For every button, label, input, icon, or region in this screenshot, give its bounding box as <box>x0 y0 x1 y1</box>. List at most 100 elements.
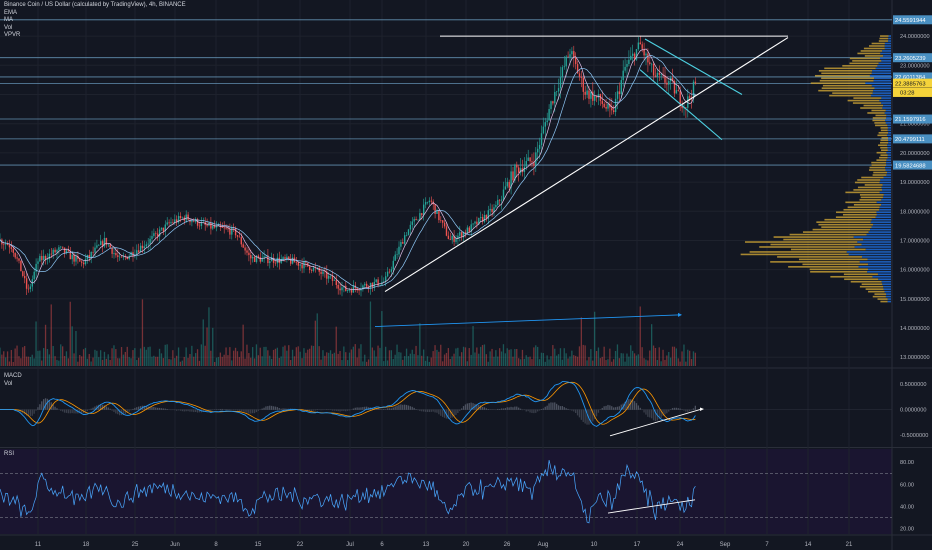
indicator-vpvr[interactable]: VPVR <box>4 32 21 38</box>
volume-bar <box>576 356 579 366</box>
volume-bar <box>567 358 569 366</box>
indicator-ema[interactable]: EMA <box>4 9 18 16</box>
macd-vol-label[interactable]: Vol <box>4 380 13 387</box>
candle-body <box>88 255 90 258</box>
macd-histogram-bar <box>658 409 660 420</box>
candle-body <box>633 53 636 60</box>
volume-profile-bar <box>876 211 891 214</box>
volume-bar <box>217 357 220 366</box>
volume-profile-bar <box>884 290 891 293</box>
indicator-ma[interactable]: MA <box>4 17 13 23</box>
candle-body <box>649 62 651 65</box>
indicator-vol[interactable]: Vol <box>4 24 13 31</box>
macd-histogram-bar <box>348 409 351 411</box>
candle-body <box>453 235 455 242</box>
price-label-box <box>893 87 932 97</box>
volume-bar <box>470 354 472 366</box>
candle-body <box>565 56 567 67</box>
macd-histogram-bar <box>692 408 695 410</box>
y-tick-label: 21.0000000 <box>900 122 930 128</box>
macd-histogram-bar <box>335 409 337 411</box>
volume-profile-bar <box>870 94 891 97</box>
candle-body <box>341 287 343 291</box>
candle-body <box>455 238 457 242</box>
candle-body <box>489 208 491 211</box>
candle-body <box>658 72 660 75</box>
candle-body <box>105 237 108 245</box>
macd-histogram-bar <box>523 409 525 411</box>
volume-bar <box>318 346 320 366</box>
volume-bar <box>341 360 343 366</box>
volume-bar <box>31 354 33 366</box>
macd-histogram-bar <box>423 409 425 412</box>
candle-body <box>274 262 277 264</box>
macd-histogram-bar <box>563 407 565 410</box>
macd-histogram-bar <box>637 405 639 410</box>
volume-profile-bar <box>871 164 887 166</box>
macd-histogram-bar <box>402 404 404 410</box>
candle-body <box>215 225 218 228</box>
volume-bar <box>677 358 679 366</box>
candle-body <box>546 120 548 123</box>
macd-label[interactable]: MACD <box>4 373 22 379</box>
macd-histogram-bar <box>164 408 166 410</box>
volume-profile-bar <box>874 87 891 89</box>
macd-histogram-bar <box>690 409 693 411</box>
candle-body <box>586 90 588 95</box>
volume-bar <box>149 346 151 366</box>
candle-body <box>652 63 655 76</box>
macd-histogram-bar <box>162 408 164 410</box>
volume-bar <box>388 350 391 366</box>
volume-bar <box>250 357 252 366</box>
volume-bar <box>398 352 400 366</box>
volume-bar <box>158 348 161 366</box>
macd-histogram-bar <box>43 399 45 410</box>
volume-profile-bar <box>887 124 891 127</box>
candle-body <box>217 224 220 226</box>
macd-histogram-bar <box>371 407 373 410</box>
volume-bar <box>113 345 115 366</box>
macd-histogram-bar <box>466 403 468 410</box>
candle-body <box>599 94 602 101</box>
volume-bar <box>594 311 596 366</box>
volume-bar <box>326 352 328 366</box>
volume-bar <box>407 356 410 366</box>
volume-bar <box>556 355 558 366</box>
volume-bar <box>320 359 322 366</box>
volume-bar <box>523 358 525 366</box>
candle-body <box>660 74 662 76</box>
volume-bar <box>276 347 278 366</box>
macd-histogram-bar <box>548 403 550 410</box>
volume-bar <box>381 311 383 366</box>
macd-histogram-bar <box>160 408 163 410</box>
candle-body <box>65 250 68 254</box>
macd-histogram-bar <box>358 407 360 410</box>
x-tick-label: 18 <box>83 542 90 548</box>
volume-profile-bar <box>845 191 880 194</box>
candle-body <box>212 225 214 229</box>
candle-body <box>506 181 508 187</box>
volume-profile-bar <box>744 241 858 243</box>
price-label: 20.4799111 <box>895 137 925 143</box>
volume-bar <box>185 347 187 366</box>
macd-histogram-bar <box>170 409 172 411</box>
macd-histogram-bar <box>417 409 419 411</box>
macd-histogram-bar <box>272 406 275 410</box>
volume-profile-bar <box>867 112 885 114</box>
x-tick-label: 26 <box>504 542 511 548</box>
macd-histogram-bar <box>556 403 558 410</box>
volume-profile-bar <box>836 211 877 214</box>
candle-body <box>139 245 142 253</box>
volume-bar <box>601 356 603 366</box>
rsi-label[interactable]: RSI <box>4 451 15 457</box>
macd-histogram-bar <box>592 409 594 422</box>
macd-histogram-bar <box>660 409 662 418</box>
volume-bar <box>586 360 588 366</box>
candle-body <box>388 271 391 273</box>
volume-bar <box>290 360 292 366</box>
macd-histogram-bar <box>94 406 96 410</box>
volume-bar <box>191 345 193 366</box>
price-label: 03:28 <box>900 91 915 97</box>
volume-bar <box>345 352 347 366</box>
